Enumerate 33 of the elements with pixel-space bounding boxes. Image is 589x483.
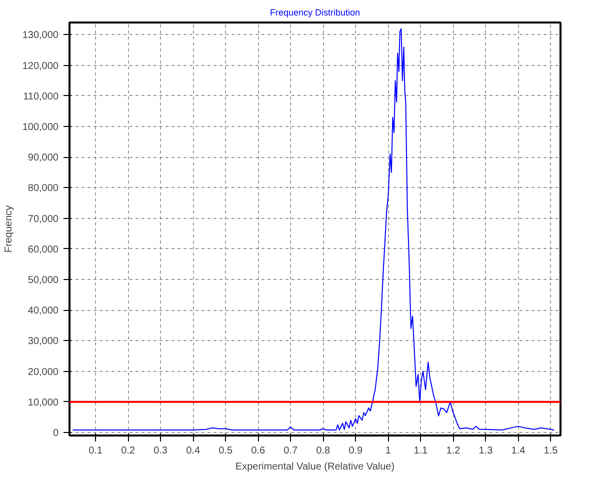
y-tick-label: 20,000 (28, 366, 59, 378)
y-tick-label: 40,000 (28, 306, 59, 317)
x-tick-label: 0.5 (218, 446, 233, 456)
x-tick-label: 0.1 (88, 446, 103, 456)
y-tick-label: 130,000 (22, 30, 59, 42)
y-tick-label: 110,000 (23, 91, 59, 102)
x-axis-title: Experimental Value (Relative Value) (235, 462, 395, 472)
x-tick-label: 0.8 (316, 446, 331, 456)
y-tick-label: 120,000 (22, 60, 59, 72)
y-tick-label: 0 (52, 428, 59, 439)
x-tick-label: 1.3 (478, 446, 494, 456)
y-axis-title: Frequency (3, 205, 14, 253)
x-tick-label: 0.6 (251, 446, 266, 456)
y-tick-label: 30,000 (28, 336, 59, 348)
x-tick-label: 1.1 (414, 446, 428, 456)
x-tick-label: 0.4 (186, 446, 200, 456)
x-tick-label: 0.7 (284, 446, 298, 456)
x-tick-label: 1.4 (511, 446, 526, 456)
x-tick-label: 1.2 (446, 446, 461, 456)
y-tick-label: 60,000 (28, 244, 59, 256)
y-tick-label: 100,000 (22, 122, 59, 134)
x-tick-label: 1.5 (544, 446, 558, 456)
y-tick-label: 10,000 (28, 397, 59, 408)
y-tick-label: 70,000 (28, 214, 59, 225)
x-tick-label: 0.2 (121, 446, 136, 456)
line-series (72, 28, 554, 430)
x-tick-label: 0.9 (348, 446, 364, 456)
y-tick-label: 90,000 (28, 152, 59, 164)
y-tick-label: 50,000 (28, 274, 59, 286)
x-tick-label: 0.3 (154, 446, 168, 456)
x-tick-label: 1 (385, 446, 392, 456)
y-tick-label: 80,000 (28, 183, 59, 194)
chart-title: Frequency Distribution (270, 8, 360, 18)
